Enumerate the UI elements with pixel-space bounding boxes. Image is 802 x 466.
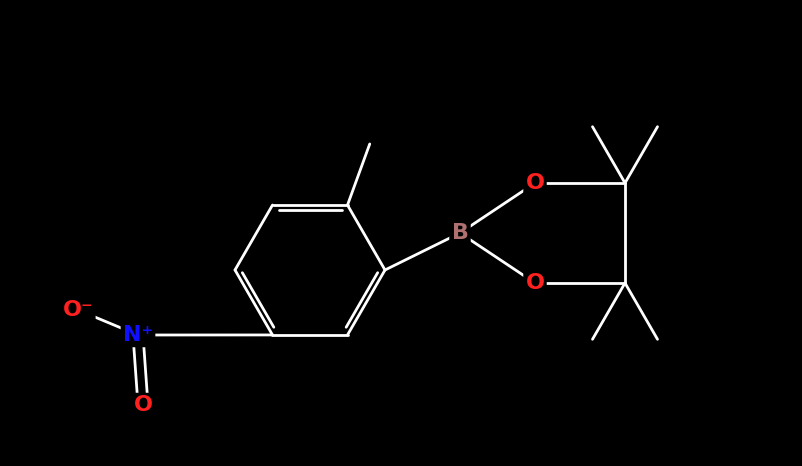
Text: O: O <box>133 395 152 415</box>
Text: O: O <box>525 273 545 293</box>
Text: N⁺: N⁺ <box>123 325 153 345</box>
Text: O: O <box>525 173 545 193</box>
Text: O⁻: O⁻ <box>63 300 93 320</box>
Text: B: B <box>452 223 468 243</box>
